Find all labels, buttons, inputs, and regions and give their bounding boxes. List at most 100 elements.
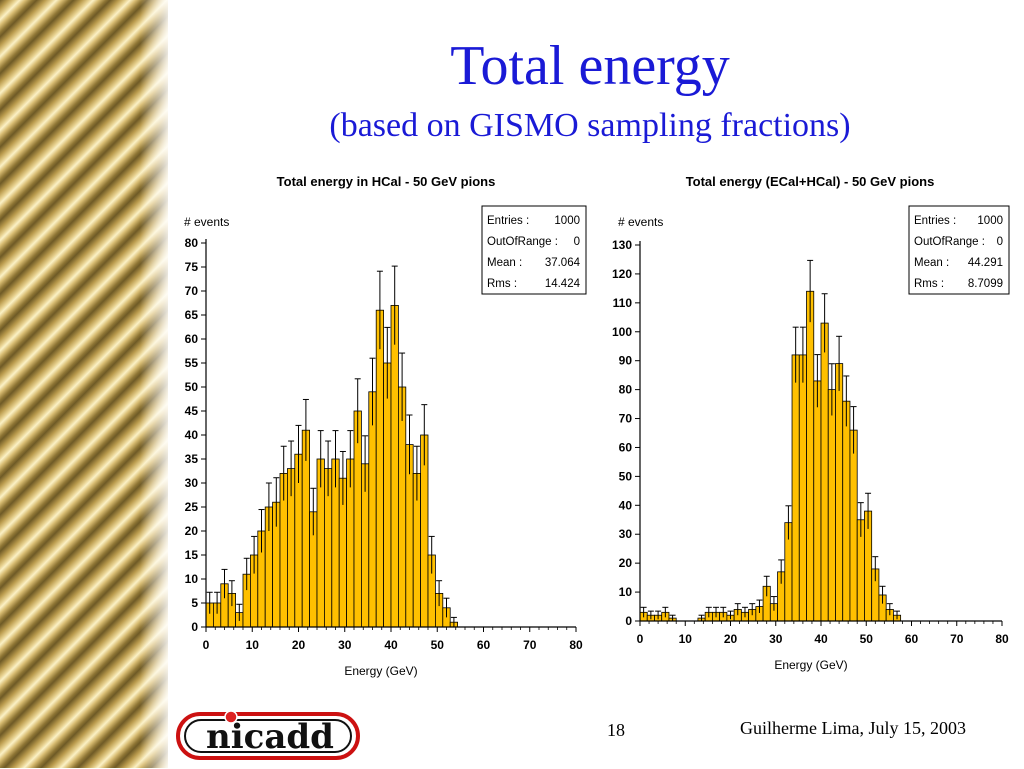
y-tick-label: 110: [613, 296, 633, 310]
y-tick-label: 120: [612, 267, 632, 281]
hcal-energy-histogram: Total energy in HCal - 50 GeV pions # eve…: [184, 174, 587, 678]
histogram-bar: [813, 380, 822, 622]
stats-label: Entries :: [487, 215, 529, 227]
histogram-bar: [849, 429, 858, 622]
x-tick-label: 60: [905, 632, 919, 646]
histogram-bar: [353, 410, 362, 628]
stats-label: OutOfRange :: [487, 236, 558, 248]
y-tick-label: 0: [625, 614, 632, 628]
page-number: 18: [607, 720, 625, 740]
y-tick-label: 60: [185, 332, 199, 346]
stats-label: Mean :: [914, 257, 949, 269]
x-tick-label: 40: [384, 638, 398, 652]
stats-value: 1000: [977, 215, 1003, 227]
slide-subtitle: (based on GISMO sampling fractions): [329, 107, 851, 144]
stats-value: 44.291: [968, 257, 1003, 269]
x-tick-label: 50: [431, 638, 445, 652]
y-tick-label: 20: [185, 524, 199, 538]
x-tick-label: 10: [246, 638, 260, 652]
x-tick-label: 0: [203, 638, 210, 652]
logo-lettering: nicadd: [206, 717, 334, 757]
y-tick-label: 30: [619, 527, 633, 541]
total-chart-panel: Total energy (ECal+HCal) - 50 GeV pions #…: [604, 160, 1016, 690]
histogram-bar: [842, 400, 851, 622]
histogram-bar: [806, 290, 815, 622]
x-tick-label: 20: [724, 632, 738, 646]
y-tick-label: 10: [185, 572, 199, 586]
y-tick-label: 25: [185, 500, 199, 514]
y-tick-label: 70: [619, 412, 633, 426]
x-tick-label: 50: [860, 632, 874, 646]
y-tick-label: 75: [185, 260, 199, 274]
y-tick-label: 80: [185, 236, 199, 250]
histogram-bar: [390, 304, 399, 628]
histogram-bar: [397, 386, 407, 628]
histogram-bar: [798, 354, 807, 622]
stats-label: Rms :: [487, 278, 517, 290]
chart-title: Total energy (ECal+HCal) - 50 GeV pions: [686, 174, 935, 189]
y-axis-label: # events: [618, 215, 663, 229]
y-tick-label: 15: [185, 548, 199, 562]
y-tick-label: 30: [185, 476, 199, 490]
y-tick-label: 10: [619, 585, 633, 599]
y-tick-label: 65: [185, 308, 199, 322]
histogram-bar: [368, 391, 377, 628]
x-axis-label: Energy (GeV): [344, 664, 417, 678]
y-axis-label: # events: [184, 215, 229, 229]
stats-value: 0: [574, 236, 580, 248]
y-tick-label: 50: [619, 469, 633, 483]
stats-box: [908, 205, 1010, 295]
x-tick-label: 70: [523, 638, 537, 652]
x-tick-label: 10: [679, 632, 693, 646]
y-tick-label: 45: [185, 404, 199, 418]
x-tick-label: 30: [769, 632, 783, 646]
x-axis-label: Energy (GeV): [774, 658, 847, 672]
histogram-bar: [791, 354, 800, 622]
slide-title: Total energy: [450, 35, 730, 97]
y-tick-label: 70: [185, 284, 199, 298]
stats-label: Entries :: [914, 215, 956, 227]
stats-value: 8.7099: [968, 278, 1003, 290]
y-tick-label: 20: [619, 556, 633, 570]
histogram-bar: [383, 362, 392, 628]
y-tick-label: 55: [185, 356, 199, 370]
footer-credit: Guilherme Lima, July 15, 2003: [740, 718, 966, 738]
x-tick-label: 0: [637, 632, 644, 646]
histogram-bar: [827, 389, 836, 622]
x-tick-label: 30: [338, 638, 352, 652]
hcal-chart-panel: Total energy in HCal - 50 GeV pions # eve…: [176, 160, 596, 690]
x-tick-label: 20: [292, 638, 306, 652]
stats-value: 0: [997, 236, 1003, 248]
y-tick-label: 35: [185, 452, 199, 466]
y-tick-label: 60: [619, 440, 633, 454]
histogram-bar: [375, 309, 384, 628]
y-tick-label: 5: [191, 596, 198, 610]
y-tick-label: 0: [191, 620, 198, 634]
stats-value: 14.424: [545, 278, 581, 290]
stats-label: Rms :: [914, 278, 944, 290]
y-tick-label: 100: [612, 325, 632, 339]
x-tick-label: 80: [995, 632, 1009, 646]
x-tick-label: 40: [814, 632, 828, 646]
x-tick-label: 80: [569, 638, 583, 652]
stats-value: 1000: [554, 215, 580, 227]
x-tick-label: 70: [950, 632, 964, 646]
stats-box: [481, 205, 587, 295]
y-tick-label: 90: [619, 354, 633, 368]
y-tick-label: 40: [619, 498, 633, 512]
histogram-bar: [820, 322, 829, 622]
decorative-sidebar: [0, 0, 168, 768]
total-energy-histogram: Total energy (ECal+HCal) - 50 GeV pions #…: [612, 174, 1010, 672]
stats-value: 37.064: [545, 257, 581, 269]
nicadd-logo: nicadd: [176, 708, 364, 769]
chart-title: Total energy in HCal - 50 GeV pions: [277, 174, 496, 189]
stats-label: OutOfRange :: [914, 236, 985, 248]
stats-label: Mean :: [487, 257, 522, 269]
y-tick-label: 50: [185, 380, 199, 394]
sidebar-shade: [140, 0, 168, 768]
histogram-bar: [835, 363, 844, 622]
y-tick-label: 80: [619, 383, 633, 397]
y-tick-label: 40: [185, 428, 199, 442]
x-tick-label: 60: [477, 638, 491, 652]
y-tick-label: 130: [612, 238, 632, 252]
